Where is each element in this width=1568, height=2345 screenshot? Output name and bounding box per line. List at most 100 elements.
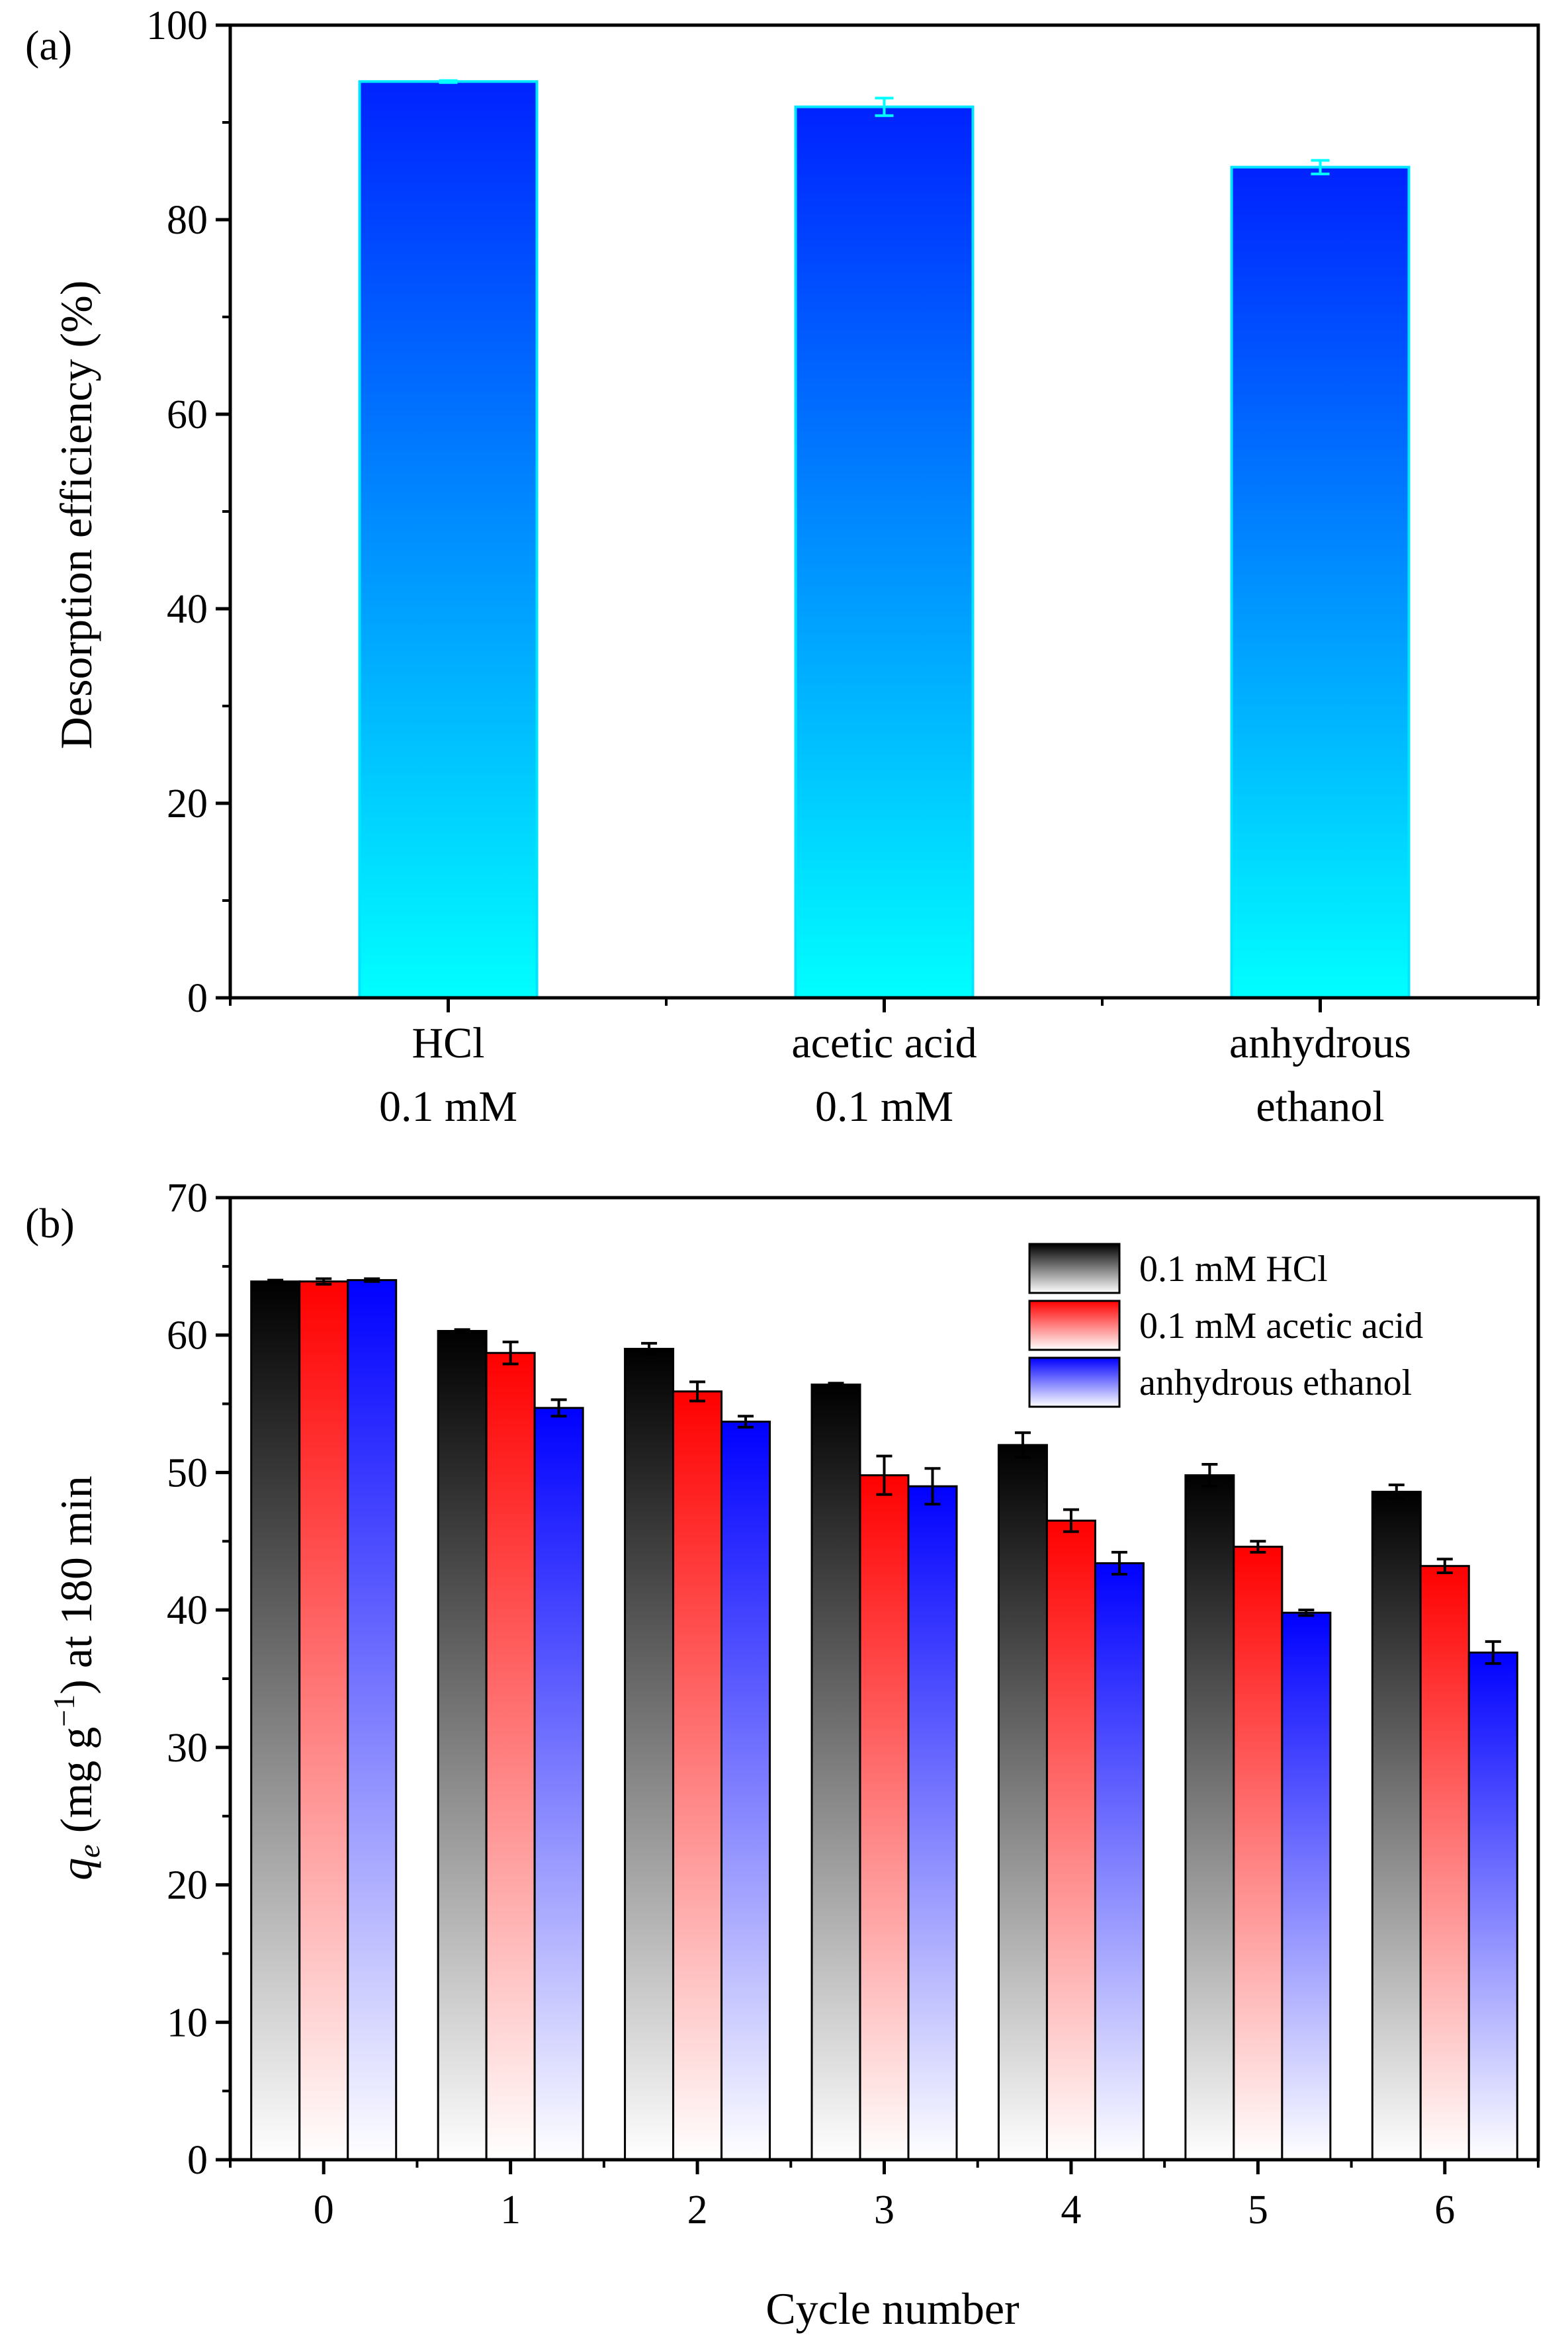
- bar-series2-cycle1: [533, 1407, 584, 2161]
- bar-series0-cycle1: [437, 1329, 488, 2161]
- x-tick-label: 2: [687, 2188, 708, 2233]
- legend-label-acetic-acid: 0.1 mM acetic acid: [1139, 1305, 1423, 1347]
- error-bar-0: [439, 79, 458, 84]
- y-tick-label: 20: [167, 1863, 208, 1908]
- y-axis-q-symbol: q: [51, 1858, 101, 1880]
- legend-label-hcl: 0.1 mM HCl: [1139, 1249, 1328, 1290]
- y-tick-label: 40: [167, 587, 208, 632]
- y-tick-label: 40: [167, 1588, 208, 1633]
- error-bar-series2-cycle2: [738, 1415, 754, 1429]
- panel-b-error-bars: [267, 1277, 1501, 1665]
- error-bar-series1-cycle3: [876, 1454, 893, 1496]
- panel-b-label: (b): [25, 1200, 75, 1247]
- y-axis-unit-part1: (mg g: [51, 1727, 101, 1845]
- bar-series1-cycle6: [1419, 1565, 1470, 2161]
- panel-a-y-ticks: 0 20 40 60 80 100: [146, 3, 230, 1021]
- error-bar-2: [1311, 159, 1330, 175]
- error-bar-series1-cycle0: [316, 1277, 332, 1286]
- error-bar-series2-cycle3: [924, 1467, 941, 1506]
- bar-series0-cycle6: [1371, 1491, 1422, 2161]
- error-bar-series1-cycle6: [1436, 1558, 1453, 1575]
- panel-a-error-bars: [439, 79, 1330, 175]
- error-bar-1: [875, 97, 894, 117]
- legend-swatch-ethanol: [1028, 1356, 1121, 1408]
- y-tick-label: 80: [167, 198, 208, 243]
- panel-b-y-axis-title: qe (mg g−1) at 180 min: [47, 1476, 106, 1880]
- y-axis-unit-superscript: −1: [47, 1695, 81, 1727]
- bar-series1-cycle5: [1233, 1546, 1284, 2161]
- bar-series2-cycle4: [1094, 1562, 1145, 2161]
- bar-series2-cycle0: [347, 1279, 398, 2161]
- bar-1: [794, 105, 975, 1000]
- panel-b-legend: 0.1 mM HCl 0.1 mM acetic acid anhydrous …: [1028, 1243, 1423, 1408]
- legend-swatch-acetic-acid: [1028, 1300, 1121, 1351]
- x-tick-label: 4: [1061, 2188, 1081, 2233]
- panel-a-y-axis-title: Desorption efficiency (%): [51, 281, 101, 750]
- y-tick-label: 60: [167, 392, 208, 437]
- bar-series0-cycle0: [250, 1280, 301, 2161]
- x-tick-label-line2: 0.1 mM: [815, 1083, 953, 1131]
- x-tick-label-line2: 0.1 mM: [379, 1083, 517, 1131]
- x-tick-label: 6: [1434, 2188, 1455, 2233]
- bar-series2-cycle3: [907, 1485, 958, 2161]
- y-tick-label: 50: [167, 1450, 208, 1495]
- bar-series0-cycle4: [997, 1444, 1048, 2161]
- error-bar-series2-cycle1: [550, 1398, 567, 1418]
- error-bar-series0-cycle2: [641, 1342, 658, 1356]
- panel-b-bars: [250, 1279, 1518, 2161]
- error-bar-series1-cycle2: [689, 1380, 706, 1403]
- x-tick-label: 1: [500, 2188, 521, 2233]
- bar-2: [1230, 165, 1411, 999]
- bar-series1-cycle1: [485, 1352, 536, 2161]
- x-tick-label: 5: [1248, 2188, 1268, 2233]
- x-tick-label-line1: acetic acid: [791, 1019, 977, 1067]
- y-tick-label: 30: [167, 1726, 208, 1771]
- bar-series1-cycle0: [298, 1280, 349, 2161]
- error-bar-series2-cycle5: [1298, 1609, 1315, 1617]
- error-bar-series1-cycle1: [502, 1341, 519, 1366]
- legend-swatch-hcl: [1028, 1243, 1121, 1294]
- bar-series1-cycle3: [859, 1474, 910, 2161]
- bar-series0-cycle2: [624, 1347, 675, 2161]
- error-bar-series0-cycle1: [454, 1328, 470, 1334]
- error-bar-series0-cycle4: [1014, 1431, 1031, 1459]
- bar-series0-cycle5: [1184, 1474, 1235, 2161]
- y-tick-label: 0: [187, 2138, 208, 2183]
- bar-series1-cycle2: [672, 1390, 723, 2161]
- error-bar-series2-cycle6: [1485, 1640, 1501, 1665]
- error-bar-series2-cycle0: [364, 1277, 380, 1283]
- x-tick-label: 3: [874, 2188, 894, 2233]
- x-tick-label-line1: anhydrous: [1229, 1019, 1411, 1067]
- panel-a-desorption-chart: (a) Desorption efficiency (%) 0 20 40 60 80 1…: [25, 3, 1540, 1131]
- panel-a-bars: [358, 80, 1411, 1000]
- legend-label-ethanol: anhydrous ethanol: [1139, 1362, 1412, 1403]
- error-bar-series1-cycle4: [1063, 1508, 1079, 1533]
- y-tick-label: 100: [146, 3, 208, 48]
- x-tick-label-line2: ethanol: [1256, 1083, 1384, 1131]
- y-tick-label: 0: [187, 976, 208, 1021]
- bar-series1-cycle4: [1045, 1519, 1096, 2161]
- bar-series2-cycle6: [1467, 1652, 1518, 2161]
- bar-series0-cycle3: [810, 1383, 861, 2161]
- y-tick-label: 20: [167, 781, 208, 826]
- x-tick-label: 0: [314, 2188, 334, 2233]
- error-bar-series0-cycle5: [1201, 1462, 1218, 1488]
- y-tick-label: 60: [167, 1313, 208, 1358]
- panel-b-x-axis-title: Cycle number: [765, 2283, 1020, 2334]
- y-tick-label: 10: [167, 2000, 208, 2045]
- bar-series2-cycle5: [1281, 1611, 1332, 2161]
- error-bar-series0-cycle0: [267, 1278, 284, 1284]
- y-tick-label: 70: [167, 1176, 208, 1221]
- panel-b-x-ticks: 0 1 2 3 4 5 6: [229, 2160, 1540, 2233]
- y-axis-unit-part2: ) at 180 min: [51, 1476, 101, 1695]
- error-bar-series1-cycle5: [1250, 1540, 1266, 1554]
- error-bar-series0-cycle6: [1388, 1483, 1405, 1500]
- panel-a-x-ticks: HCl 0.1 mM acetic acid 0.1 mM anhydrous ethan…: [229, 998, 1540, 1131]
- error-bar-series0-cycle3: [828, 1382, 844, 1388]
- panel-a-label: (a): [25, 22, 72, 69]
- panel-b-y-ticks: 0 10 20 30 40 50 60 70: [167, 1176, 230, 2183]
- panel-b-cycle-chart: (b) qe (mg g−1) at 180 min Cycle number …: [25, 1176, 1540, 2334]
- y-axis-q-subscript: e: [72, 1844, 106, 1857]
- bar-0: [358, 80, 539, 999]
